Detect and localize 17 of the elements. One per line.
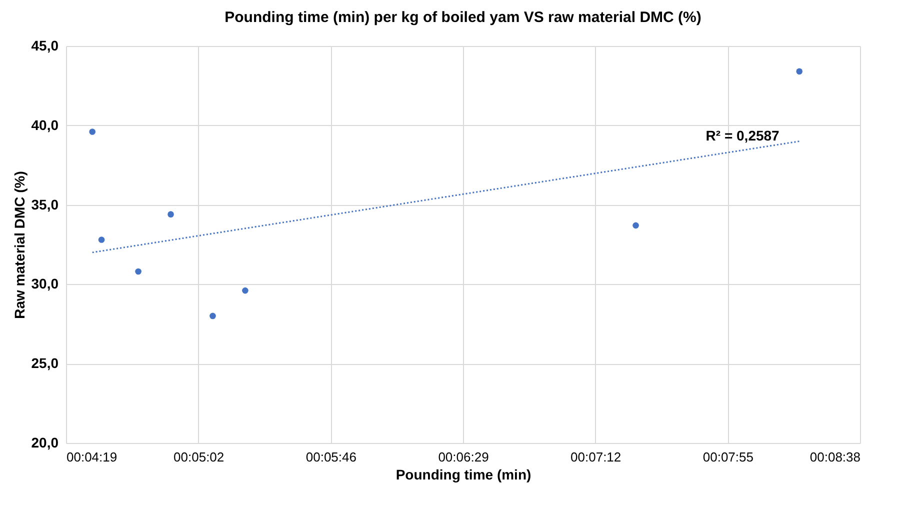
y-tick-label: 20,0 [31, 434, 59, 450]
y-tick-label: 45,0 [31, 38, 59, 54]
x-tick-label: 00:04:19 [66, 450, 118, 464]
chart-title: Pounding time (min) per kg of boiled yam VS raw material DMC (%) [224, 9, 702, 26]
x-tick-label: 00:08:38 [810, 450, 860, 464]
x-tick-label: 00:07:12 [570, 450, 622, 464]
y-tick-label: 35,0 [31, 196, 59, 212]
x-tick-label: 00:06:29 [438, 450, 489, 464]
x-tick-label: 00:07:55 [702, 450, 754, 464]
y-tick-label: 25,0 [31, 355, 59, 372]
x-tick-label: 00:05:46 [306, 450, 356, 464]
x-axis-title: Pounding time (min) [396, 466, 532, 482]
y-tick-label: 30,0 [31, 276, 59, 292]
y-tick-label: 40,0 [31, 116, 59, 133]
x-tick-label: 00:05:02 [174, 450, 224, 464]
y-axis-title: Raw material DMC (%) [11, 171, 28, 319]
annotation: R² = 0,2587 [706, 127, 780, 144]
